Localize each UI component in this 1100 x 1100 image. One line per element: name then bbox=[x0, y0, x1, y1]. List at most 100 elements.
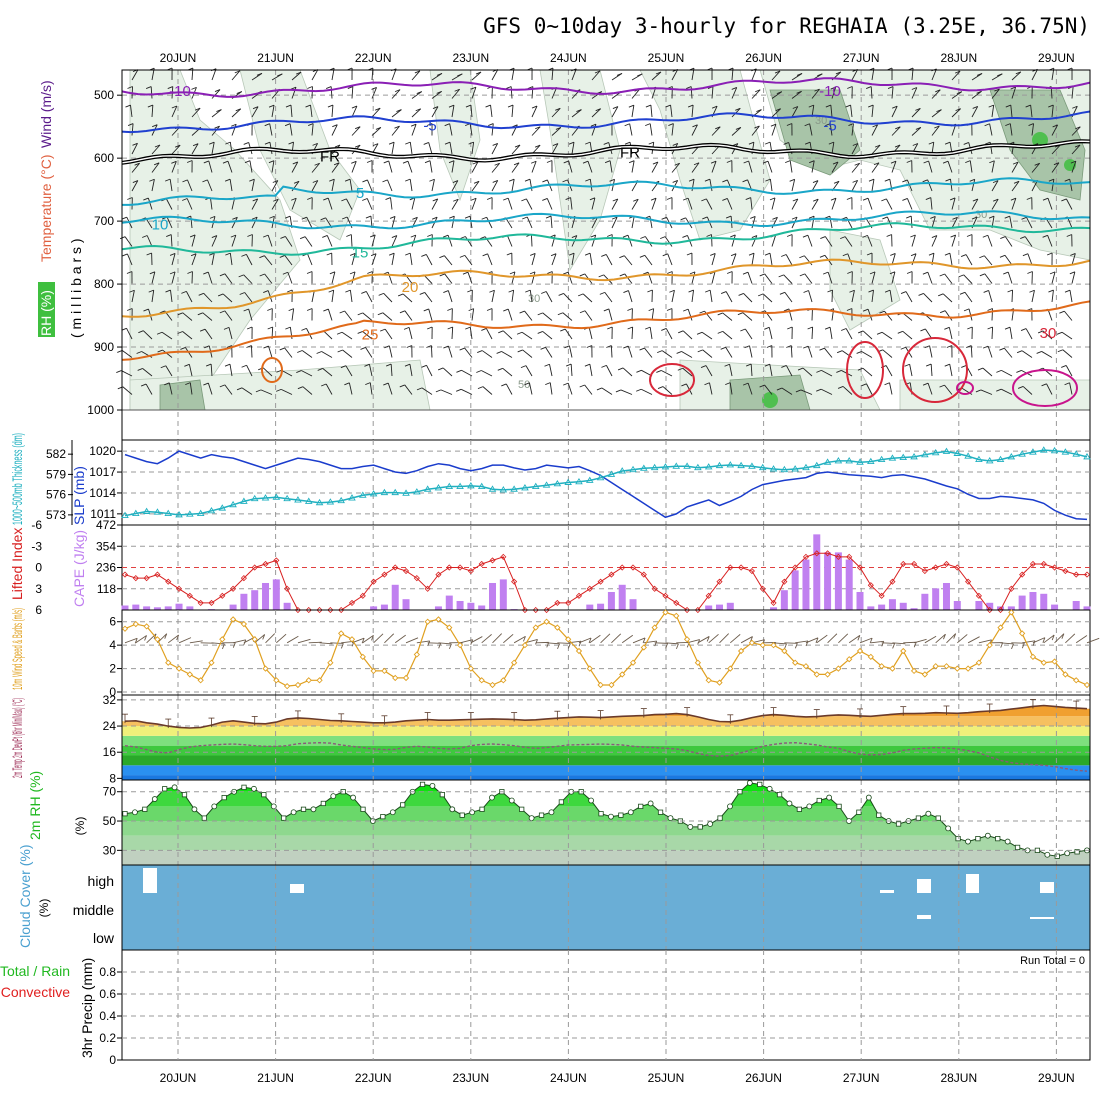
wind-barb bbox=[530, 234, 533, 247]
wind-barb bbox=[649, 123, 653, 136]
surface-wind-barb bbox=[124, 637, 138, 644]
wind-barb bbox=[1026, 217, 1033, 229]
wind-speed-point bbox=[662, 609, 669, 616]
wind-barb-feather bbox=[1005, 104, 1011, 108]
wind-barb bbox=[243, 274, 253, 284]
wind-speed-point bbox=[305, 677, 312, 684]
thickness-point bbox=[175, 511, 183, 518]
thickness-point bbox=[488, 485, 497, 492]
wind-barb-feather bbox=[285, 104, 292, 108]
wind-barb-feather bbox=[906, 215, 912, 219]
surface-wind-barb bbox=[621, 634, 634, 644]
wind-barb bbox=[171, 161, 177, 173]
thickness-tick-label: 573 bbox=[46, 508, 66, 522]
lifted-index-point bbox=[316, 606, 323, 614]
lifted-index-point bbox=[165, 578, 172, 585]
surface-wind-barb bbox=[1086, 637, 1100, 644]
wind-barb bbox=[550, 216, 553, 229]
wind-barb bbox=[409, 364, 413, 377]
lifted-index-point bbox=[240, 575, 247, 582]
wind-barb-feather bbox=[783, 142, 789, 145]
thickness-point bbox=[359, 491, 367, 498]
thickness-point bbox=[964, 452, 972, 459]
wind-barb bbox=[964, 292, 973, 303]
wind-barb bbox=[146, 235, 153, 247]
wind-barb-feather bbox=[910, 234, 916, 238]
wind-barb bbox=[563, 293, 573, 303]
wind-barb bbox=[549, 382, 553, 395]
wind-barb-feather bbox=[985, 141, 991, 145]
thickness-point bbox=[661, 463, 670, 470]
wind-barb bbox=[171, 253, 176, 266]
lifted-index-point bbox=[759, 585, 766, 592]
cloud-cell bbox=[290, 884, 304, 893]
wind-barb bbox=[931, 216, 936, 229]
wind-barb bbox=[451, 88, 460, 99]
wind-barb bbox=[862, 330, 873, 340]
wind-barb-feather bbox=[169, 271, 176, 275]
wind-barb bbox=[491, 162, 500, 173]
wind-barb-feather bbox=[557, 312, 564, 316]
wind-barb bbox=[431, 91, 442, 99]
wind-barb-feather bbox=[1046, 252, 1053, 256]
wind-barb-feather bbox=[977, 367, 984, 371]
wind-barb bbox=[321, 351, 333, 358]
wind-barb bbox=[231, 217, 238, 229]
rh2m-band bbox=[122, 850, 1090, 865]
wind-speed-point bbox=[813, 671, 820, 678]
wind-barb bbox=[951, 108, 961, 118]
lifted-index-line bbox=[121, 550, 1091, 614]
wind-barb-feather bbox=[808, 104, 814, 108]
wind-barb bbox=[531, 253, 536, 266]
wind-barb-feather bbox=[983, 290, 989, 293]
wind-barb-feather bbox=[830, 197, 837, 201]
wind-barb bbox=[931, 68, 937, 81]
tick-label: 8 bbox=[109, 771, 116, 785]
wind-barb bbox=[211, 89, 221, 99]
wind-barb-feather bbox=[803, 290, 809, 293]
wind-barb-feather bbox=[987, 308, 993, 311]
wind-barb bbox=[611, 216, 618, 229]
wind-barb bbox=[610, 345, 613, 358]
wind-barb-feather bbox=[799, 255, 805, 259]
cloud-level-label: middle bbox=[73, 902, 114, 918]
wind-barb-feather bbox=[452, 180, 459, 183]
wind-barb bbox=[1011, 161, 1019, 173]
thickness-point bbox=[650, 463, 659, 471]
wind-barb-feather bbox=[809, 160, 815, 164]
wind-barb bbox=[969, 160, 973, 173]
wind-barb bbox=[980, 389, 993, 395]
wind-barb-feather bbox=[623, 345, 629, 349]
wind-barb bbox=[327, 197, 333, 210]
cape-bar bbox=[1029, 591, 1037, 610]
thickness-point bbox=[942, 447, 951, 454]
cape-bar bbox=[499, 579, 507, 610]
wind-barb-feather bbox=[1036, 351, 1042, 354]
wind-barb bbox=[909, 364, 913, 377]
temperature-lines bbox=[122, 699, 1088, 772]
wind-barb-feather bbox=[868, 289, 874, 293]
wind-barb-feather bbox=[192, 143, 199, 147]
wind-speed-point bbox=[586, 665, 593, 672]
rh2m-point bbox=[122, 811, 128, 817]
wind-barb bbox=[511, 105, 514, 118]
rh2m-point bbox=[439, 792, 445, 798]
wind-barb-feather bbox=[657, 350, 663, 354]
wind-speed-point bbox=[716, 679, 723, 686]
wind-barb bbox=[348, 382, 353, 395]
wind-barb-feather bbox=[249, 178, 255, 182]
wind-barb-feather bbox=[642, 271, 649, 275]
wind-barb-feather bbox=[403, 326, 410, 330]
thickness-point bbox=[294, 496, 302, 503]
wind-barb-feather bbox=[246, 345, 252, 348]
surface-wind-barb bbox=[978, 639, 992, 644]
wind-barb-feather bbox=[936, 109, 942, 113]
wind-barb-feather bbox=[1005, 123, 1011, 127]
surface-wind-barb-feather bbox=[1042, 637, 1046, 643]
wind-barb bbox=[162, 349, 173, 358]
wind-barb-feather bbox=[333, 162, 340, 166]
wind-barb bbox=[866, 383, 873, 395]
wind-barb-feather bbox=[1074, 144, 1081, 148]
wind-barb-feather bbox=[958, 274, 964, 278]
surface-wind-barb bbox=[665, 642, 679, 645]
